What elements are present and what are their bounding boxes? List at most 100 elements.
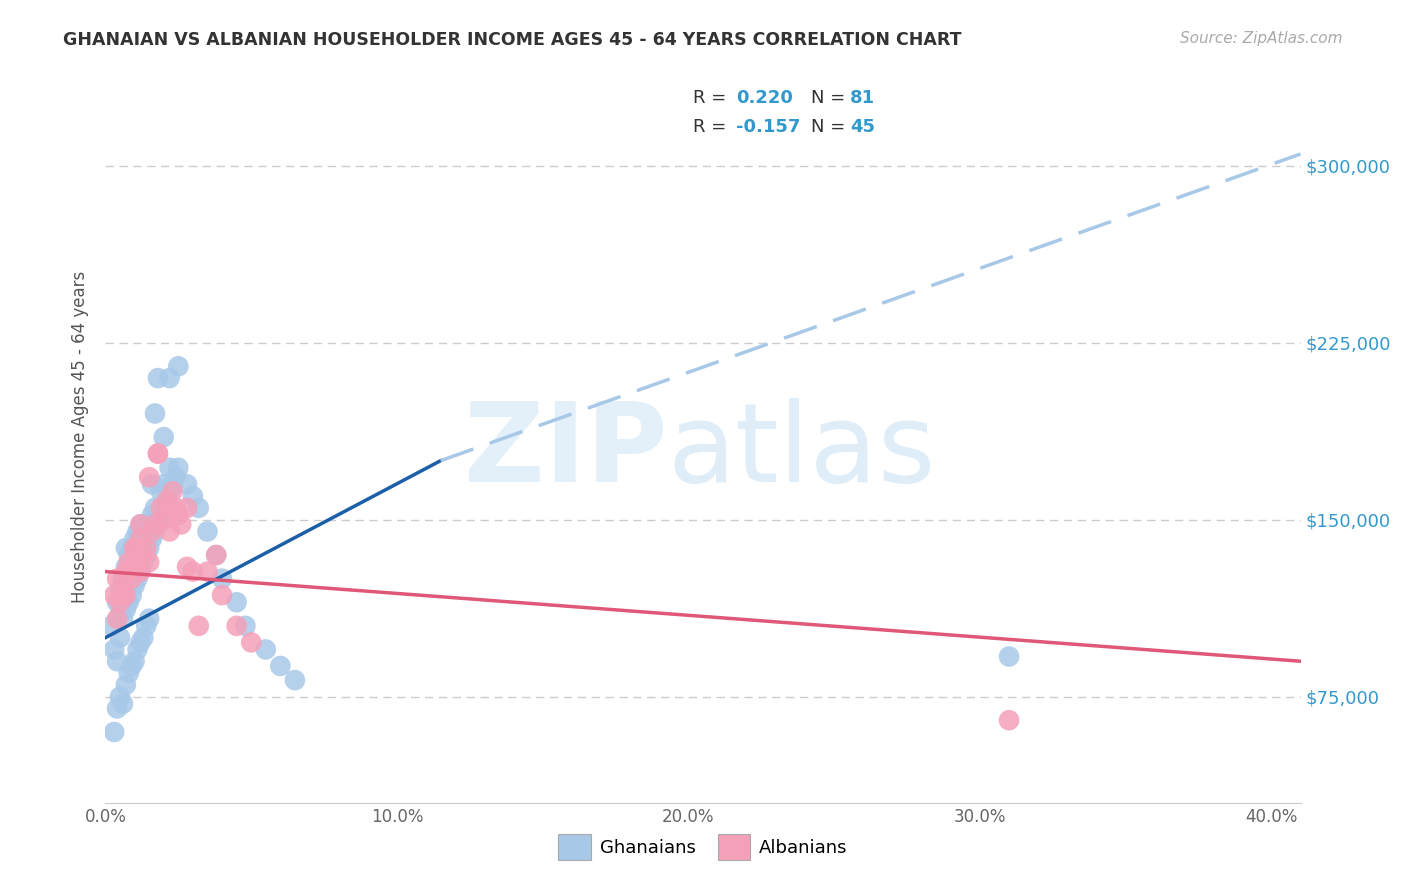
Text: 81: 81	[851, 89, 875, 107]
Point	[124, 579, 146, 593]
Point	[105, 595, 128, 609]
Point	[118, 666, 141, 681]
Point	[132, 555, 155, 569]
Point	[159, 484, 181, 499]
Point	[159, 500, 181, 515]
Point	[225, 595, 247, 609]
Text: 0.220: 0.220	[737, 89, 793, 107]
Point	[132, 532, 155, 546]
Point	[138, 517, 160, 532]
Point	[111, 572, 134, 586]
Point	[115, 565, 138, 579]
Point	[138, 470, 160, 484]
Point	[108, 595, 131, 609]
Point	[129, 565, 152, 579]
Point	[143, 500, 166, 515]
Point	[141, 532, 163, 546]
Point	[118, 548, 141, 562]
Y-axis label: Householder Income Ages 45 - 64 years: Householder Income Ages 45 - 64 years	[72, 271, 90, 603]
Point	[115, 678, 138, 692]
Point	[129, 541, 152, 555]
Point	[181, 565, 204, 579]
Point	[152, 513, 174, 527]
Point	[111, 612, 134, 626]
Point	[105, 654, 128, 668]
Point	[211, 588, 233, 602]
Point	[141, 477, 163, 491]
Point	[108, 631, 131, 645]
Point	[156, 493, 179, 508]
Point	[235, 619, 257, 633]
Point	[254, 642, 277, 657]
Point	[167, 508, 190, 522]
Point	[156, 493, 179, 508]
Point	[127, 548, 149, 562]
Point	[211, 572, 233, 586]
Point	[187, 500, 209, 515]
Point	[121, 572, 143, 586]
Point	[100, 619, 122, 633]
Point	[103, 588, 125, 602]
Point	[269, 659, 291, 673]
Point	[187, 619, 209, 633]
Point	[129, 532, 152, 546]
Point	[111, 588, 134, 602]
Point	[159, 460, 181, 475]
Point	[138, 612, 160, 626]
Point	[167, 460, 190, 475]
Point	[105, 701, 128, 715]
Text: N =: N =	[810, 118, 845, 136]
Text: -0.157: -0.157	[737, 118, 801, 136]
Point	[103, 725, 125, 739]
Point	[127, 548, 149, 562]
Point	[105, 612, 128, 626]
Point	[108, 690, 131, 704]
Point	[149, 500, 172, 515]
Point	[118, 595, 141, 609]
Text: ZIP: ZIP	[464, 398, 666, 505]
Point	[162, 477, 184, 491]
Point	[121, 588, 143, 602]
Point	[124, 559, 146, 574]
Text: R =: R =	[693, 118, 727, 136]
Point	[225, 619, 247, 633]
Point	[108, 583, 131, 598]
Point	[146, 447, 169, 461]
Point	[111, 697, 134, 711]
Point	[118, 572, 141, 586]
Point	[115, 559, 138, 574]
Point	[103, 642, 125, 657]
Point	[135, 619, 157, 633]
Point	[124, 654, 146, 668]
Text: Source: ZipAtlas.com: Source: ZipAtlas.com	[1180, 31, 1343, 46]
Point	[143, 407, 166, 421]
Point	[284, 673, 307, 687]
Point	[167, 359, 190, 374]
Point	[111, 579, 134, 593]
Point	[176, 477, 198, 491]
Point	[138, 555, 160, 569]
Point	[135, 524, 157, 539]
Point	[181, 489, 204, 503]
Point	[141, 524, 163, 539]
Point	[127, 642, 149, 657]
Point	[197, 524, 219, 539]
Point	[240, 635, 263, 649]
Point	[132, 548, 155, 562]
Point	[205, 548, 228, 562]
Point	[162, 484, 184, 499]
Point	[149, 484, 172, 499]
Point	[118, 555, 141, 569]
Point	[998, 713, 1021, 727]
Text: GHANAIAN VS ALBANIAN HOUSEHOLDER INCOME AGES 45 - 64 YEARS CORRELATION CHART: GHANAIAN VS ALBANIAN HOUSEHOLDER INCOME …	[63, 31, 962, 49]
Point	[132, 631, 155, 645]
Point	[129, 517, 152, 532]
Text: 45: 45	[851, 118, 875, 136]
Point	[165, 470, 187, 484]
Point	[129, 565, 152, 579]
Point	[121, 565, 143, 579]
Point	[124, 532, 146, 546]
Point	[998, 649, 1021, 664]
Point	[129, 635, 152, 649]
Point	[176, 500, 198, 515]
